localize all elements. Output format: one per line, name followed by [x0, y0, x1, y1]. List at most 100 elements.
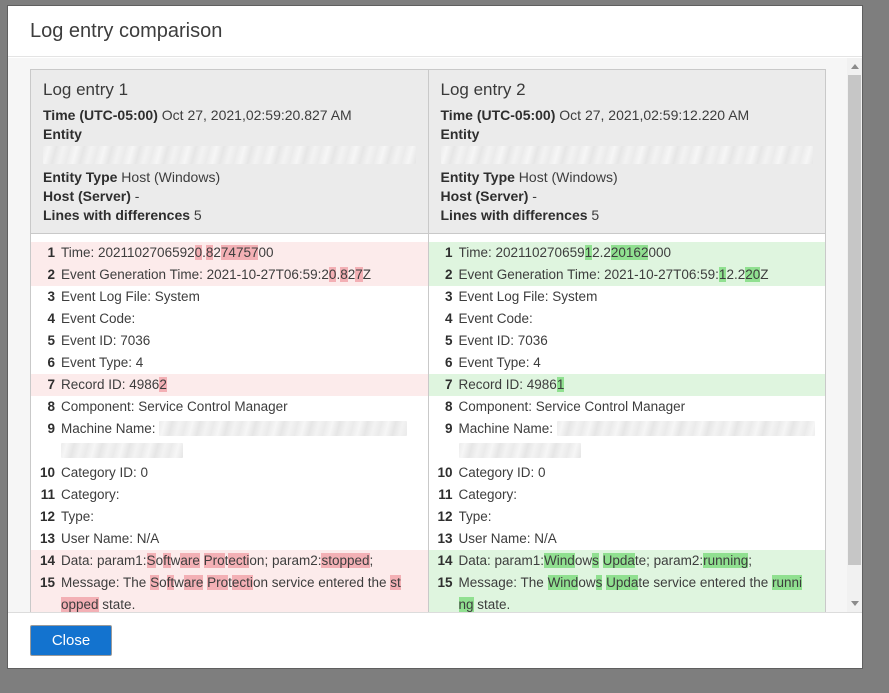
dialog-content: Log entry 1 Time (UTC-05:00) Oct 27, 2021…: [8, 58, 862, 612]
meta-entity-label: Entity: [440, 126, 480, 142]
diff-highlight: 8: [205, 245, 214, 260]
comparison-table: Log entry 1 Time (UTC-05:00) Oct 27, 2021…: [30, 69, 826, 612]
log-line: 1 Time: 20211027065912.220162000: [428, 242, 825, 264]
spacer-row: [428, 234, 825, 242]
line-number: 11: [40, 487, 55, 502]
meta-time: Time (UTC-05:00) Oct 27, 2021,02:59:12.2…: [440, 107, 750, 123]
line-number: 7: [47, 377, 55, 392]
line-text: Data: param1:Windows Update; param2:runn…: [458, 553, 752, 568]
line-text: Event ID: 7036: [61, 333, 151, 348]
diff-highlight: s: [592, 553, 599, 568]
line-text: Category ID: 0: [458, 465, 546, 480]
line-number: 15: [437, 575, 453, 590]
line-text: Record ID: 49862: [61, 377, 167, 392]
meta-lines-with-differences: Lines with differences 5: [440, 207, 600, 223]
line-number: 12: [437, 509, 453, 524]
line-number: 3: [444, 289, 453, 304]
line-number: 10: [437, 465, 453, 480]
log-entry-comparison-dialog: Log entry comparison Log entry 1 Time (UT…: [8, 6, 862, 668]
dialog-title-bar: Log entry comparison: [8, 6, 862, 57]
meta-lines-with-differences: Lines with differences 5: [43, 207, 202, 223]
line-text: Event Code:: [458, 311, 533, 326]
line-number: 14: [437, 553, 453, 568]
diff-highlight: 0: [194, 245, 203, 260]
log-line: 3 Event Log File: System: [31, 286, 428, 308]
meta-lines-with-differences-label: Lines with differences: [440, 207, 588, 223]
redacted-text: [159, 421, 408, 436]
line-number: 8: [47, 399, 55, 414]
scroll-up-button[interactable]: [847, 58, 862, 75]
log-line: 4 Event Code:: [31, 308, 428, 330]
dialog-footer: Close: [8, 612, 862, 668]
panel-header: Log entry 2 Time (UTC-05:00) Oct 27, 2021…: [428, 70, 825, 234]
meta-host: Host (Server) -: [43, 188, 140, 204]
log-line: 12 Type:: [31, 506, 428, 528]
diff-highlight: 74757: [220, 245, 259, 260]
line-number: 10: [39, 465, 55, 480]
meta-entity-type: Entity Type Host (Windows): [440, 169, 618, 185]
line-text: Event Type: 4: [458, 355, 541, 370]
line-text: Message: The Software Protection service…: [61, 575, 401, 612]
line-text: Event Log File: System: [458, 289, 598, 304]
line-number: 13: [437, 531, 453, 546]
meta-entity-type-label: Entity Type: [440, 169, 515, 185]
scrollbar-thumb[interactable]: [848, 75, 861, 565]
line-number: 1: [47, 245, 55, 260]
line-text: User Name: N/A: [61, 531, 160, 546]
line-number: 8: [444, 399, 453, 414]
line-text: Component: Service Control Manager: [458, 399, 686, 414]
diff-highlight: are: [180, 553, 200, 568]
line-text: Component: Service Control Manager: [61, 399, 288, 414]
line-text: Type:: [458, 509, 492, 524]
line-text: Category:: [61, 487, 120, 502]
line-number: 3: [47, 289, 55, 304]
log-line: 7 Record ID: 49861: [428, 374, 825, 396]
log-line: 13 User Name: N/A: [31, 528, 428, 550]
diff-highlight: are: [183, 575, 204, 590]
meta-entity-type: Entity Type Host (Windows): [43, 169, 221, 185]
close-button[interactable]: Close: [30, 625, 112, 656]
log-line: 15 Message: The Software Protection servi…: [31, 572, 428, 612]
meta-entity-label: Entity: [43, 126, 82, 142]
diff-highlight: Wind: [547, 575, 579, 590]
log-line: 3 Event Log File: System: [428, 286, 825, 308]
line-text: Event Type: 4: [61, 355, 144, 370]
diff-highlight: running: [703, 553, 749, 568]
diff-highlight: Pro: [207, 575, 229, 590]
line-text: Type:: [61, 509, 95, 524]
line-number: 15: [39, 575, 55, 590]
diff-highlight: ecti: [231, 575, 253, 590]
log-line: 6 Event Type: 4: [31, 352, 428, 374]
line-text: Category ID: 0: [61, 465, 149, 480]
log-line: 14 Data: param1:Windows Update; param2:ru…: [428, 550, 825, 572]
log-line: 7 Record ID: 49862: [31, 374, 428, 396]
line-text: Event Code:: [61, 311, 136, 326]
log-line: 11 Category:: [428, 484, 825, 506]
log-line: 8 Component: Service Control Manager: [31, 396, 428, 418]
line-number: 14: [39, 553, 55, 568]
line-text: Event Generation Time: 2021-10-27T06:59:…: [61, 267, 371, 282]
line-number: 6: [47, 355, 55, 370]
scroll-down-button[interactable]: [847, 595, 862, 612]
line-text: Data: param1:Software Protection; param2…: [61, 553, 374, 568]
log-line: 5 Event ID: 7036: [428, 330, 825, 352]
vertical-scrollbar[interactable]: [847, 58, 862, 612]
log-line: 14 Data: param1:Software Protection; para…: [31, 550, 428, 572]
meta-host-label: Host (Server): [43, 188, 131, 204]
diff-highlight: S: [146, 553, 156, 568]
meta-time-label: Time (UTC-05:00): [43, 107, 158, 123]
redacted-text: [458, 443, 581, 458]
log-entry-panel-1: Log entry 1 Time (UTC-05:00) Oct 27, 2021…: [31, 70, 428, 612]
line-number: 12: [39, 509, 55, 524]
log-line: 9 Machine Name:: [428, 418, 825, 462]
diff-highlight: 2: [159, 377, 167, 392]
log-entry-panel-2: Log entry 2 Time (UTC-05:00) Oct 27, 2021…: [427, 70, 825, 612]
line-number: 11: [438, 487, 453, 502]
diff-highlight: 7: [355, 267, 363, 282]
meta-time-label: Time (UTC-05:00): [440, 107, 556, 123]
spacer-row: [31, 234, 428, 242]
log-line: 11 Category:: [31, 484, 428, 506]
diff-highlight: Pro: [203, 553, 225, 568]
meta-entity: Entity: [441, 125, 814, 144]
